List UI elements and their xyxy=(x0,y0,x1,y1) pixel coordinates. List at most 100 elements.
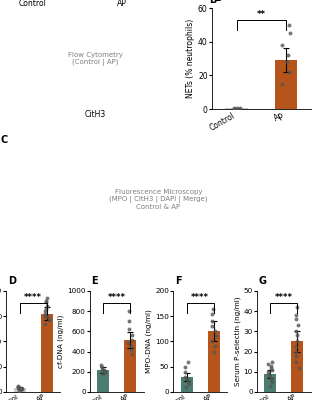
Point xyxy=(18,385,23,391)
Point xyxy=(209,338,214,345)
Y-axis label: Serum P-selectin (ng/ml): Serum P-selectin (ng/ml) xyxy=(234,297,241,386)
Bar xyxy=(264,374,276,392)
Point xyxy=(102,368,107,374)
Point xyxy=(184,384,189,390)
Text: Control: Control xyxy=(19,0,47,8)
Point xyxy=(99,366,104,372)
Point xyxy=(129,343,134,350)
Point xyxy=(213,328,218,334)
Point xyxy=(293,316,298,322)
Point xyxy=(268,362,274,369)
Point xyxy=(43,310,48,317)
Text: ****: **** xyxy=(191,293,209,302)
Point xyxy=(126,308,131,314)
Bar xyxy=(275,60,297,109)
Point xyxy=(294,332,300,338)
Point xyxy=(126,326,132,332)
Point xyxy=(19,386,24,392)
Y-axis label: NETs (% neutrophils): NETs (% neutrophils) xyxy=(186,19,195,98)
Point xyxy=(42,320,47,327)
Point xyxy=(210,318,215,324)
Point xyxy=(285,52,290,58)
Point xyxy=(213,333,218,340)
Text: MPO: MPO xyxy=(0,50,2,67)
Point xyxy=(100,370,105,377)
Point xyxy=(280,42,285,48)
Point xyxy=(269,366,275,373)
Point xyxy=(212,343,217,350)
Text: CitH3: CitH3 xyxy=(85,110,106,119)
Point xyxy=(130,337,135,344)
Point xyxy=(237,105,243,112)
Point xyxy=(284,59,289,65)
Point xyxy=(185,379,190,385)
Point xyxy=(268,375,273,381)
Point xyxy=(294,344,299,351)
Text: ****: **** xyxy=(24,293,42,302)
Point xyxy=(19,386,24,393)
Point xyxy=(182,364,187,370)
Point xyxy=(103,368,108,375)
Point xyxy=(210,305,215,312)
Text: ****: **** xyxy=(275,293,293,302)
Point xyxy=(293,348,298,355)
Point xyxy=(43,313,48,319)
Point xyxy=(43,308,48,314)
Text: C: C xyxy=(0,135,8,145)
Text: G: G xyxy=(258,276,266,286)
Point xyxy=(46,314,51,320)
Point xyxy=(15,382,20,389)
Bar xyxy=(41,314,53,392)
Point xyxy=(185,376,190,382)
Point xyxy=(16,384,21,391)
Point xyxy=(99,364,104,370)
Point xyxy=(295,338,300,345)
Bar xyxy=(124,340,136,392)
Bar xyxy=(291,342,303,392)
Point xyxy=(186,358,191,365)
Point xyxy=(294,358,299,365)
Text: Flow Cytometry
(Control | AP): Flow Cytometry (Control | AP) xyxy=(68,52,123,66)
Point xyxy=(44,303,49,309)
Text: E: E xyxy=(91,276,98,286)
Point xyxy=(293,352,298,359)
Point xyxy=(17,388,22,394)
Y-axis label: cf-DNA (ng/ml): cf-DNA (ng/ml) xyxy=(58,315,64,368)
Y-axis label: MPO-DNA (ng/ml): MPO-DNA (ng/ml) xyxy=(146,310,152,373)
Point xyxy=(210,323,215,330)
Point xyxy=(231,105,236,112)
Point xyxy=(101,366,106,373)
Point xyxy=(266,373,271,379)
Point xyxy=(45,295,50,302)
Text: Fluorescence Microscopy
(MPO | CitH3 | DAPI | Merge)
Control & AP: Fluorescence Microscopy (MPO | CitH3 | D… xyxy=(109,190,208,210)
Point xyxy=(270,379,275,385)
Point xyxy=(212,348,217,355)
Point xyxy=(294,304,299,310)
Text: B: B xyxy=(210,0,217,5)
Point xyxy=(43,298,49,304)
Point xyxy=(18,386,23,392)
Point xyxy=(266,370,271,377)
Point xyxy=(294,312,299,318)
Bar xyxy=(97,370,109,392)
Point xyxy=(16,384,21,390)
Point xyxy=(46,317,51,323)
Point xyxy=(18,386,23,392)
Point xyxy=(236,105,241,112)
Text: D: D xyxy=(8,276,16,286)
Point xyxy=(126,340,131,347)
Point xyxy=(183,374,188,380)
Point xyxy=(286,22,291,28)
Point xyxy=(267,383,272,389)
Point xyxy=(268,364,273,371)
Point xyxy=(18,385,23,392)
Point xyxy=(129,332,134,338)
Bar xyxy=(14,388,26,392)
Point xyxy=(296,364,301,371)
Point xyxy=(183,368,188,375)
Point xyxy=(44,299,49,305)
Bar xyxy=(225,108,248,109)
Point xyxy=(269,377,274,383)
Point xyxy=(233,106,238,112)
Bar xyxy=(208,331,220,392)
